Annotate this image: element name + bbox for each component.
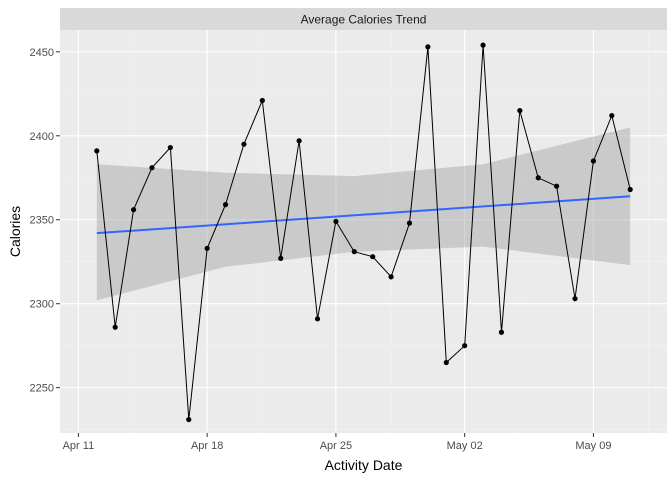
data-point [517,108,523,114]
data-point [278,255,284,261]
x-tick-label: May 02 [447,440,483,452]
data-point [443,359,449,366]
y-tick-label: 2450 [30,47,54,59]
data-point [462,343,468,349]
y-axis-title: Calories [7,206,23,257]
x-tick-label: Apr 25 [320,440,352,452]
x-tick-label: Apr 18 [191,440,223,452]
y-tick-label: 2300 [30,299,54,311]
data-point [314,316,321,322]
data-point [333,218,339,225]
x-axis: Apr 11 Apr 18 Apr 25 May 02 May 09 [63,433,611,452]
y-tick-label: 2400 [30,131,54,143]
y-tick-label: 2250 [30,383,54,395]
data-point [535,175,541,181]
data-point [498,329,505,335]
x-axis-title: Activity Date [325,457,403,473]
data-points [94,42,633,423]
data-point [388,274,394,280]
data-point [241,141,247,147]
data-point [351,249,357,255]
series-line [96,45,631,420]
major-gridlines [60,30,667,433]
data-point [590,158,597,164]
trend-line [96,195,631,235]
data-point [112,324,118,330]
data-point [609,113,615,119]
data-point [186,416,192,423]
series-polyline [96,45,631,420]
data-point [149,165,155,171]
title-strip [60,8,667,30]
data-point [94,148,100,154]
y-axis: 2250 2300 2350 2400 2450 [30,47,60,395]
y-tick-label: 2350 [30,215,54,227]
data-point [406,220,413,226]
trend-line-path [96,195,631,235]
x-tick-label: Apr 11 [63,440,95,452]
chart-title: Average Calories Trend [301,13,427,27]
data-point [130,207,137,213]
x-tick-label: May 09 [575,440,611,452]
data-point [554,183,560,189]
data-point [259,97,265,104]
data-point [296,138,302,144]
data-point [167,144,173,151]
plot-panel [60,30,667,433]
data-point [627,186,633,193]
data-point [480,42,486,48]
data-point [222,202,229,208]
data-point [204,245,210,251]
data-point [425,44,431,50]
data-point [370,254,376,260]
data-point [572,296,578,302]
